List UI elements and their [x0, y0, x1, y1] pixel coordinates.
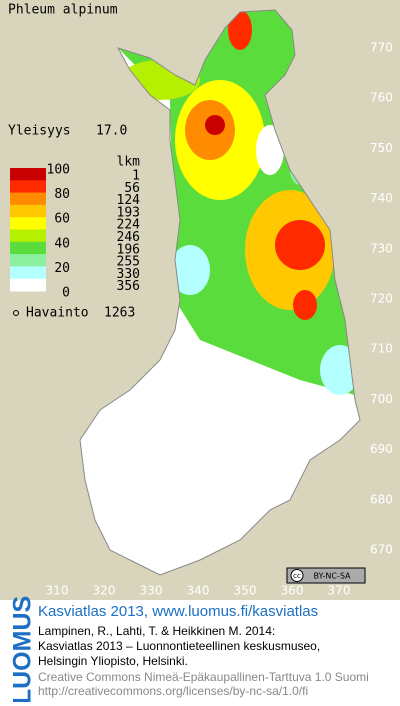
legend-swatch [10, 204, 46, 218]
legend-count: 356 [117, 279, 140, 294]
y-tick-label: 720 [370, 292, 393, 306]
citation-line: Lampinen, R., Lahti, T. & Heikkinen M. 2… [38, 624, 275, 638]
citation-line: Helsingin Yliopisto, Helsinki. [38, 654, 188, 668]
x-tick-label: 370 [328, 584, 351, 598]
legend-swatch [10, 168, 46, 181]
legend-scale-label: 80 [54, 187, 70, 202]
observation-symbol [13, 310, 19, 316]
y-tick-label: 750 [370, 141, 393, 155]
license-badge: cc BY-NC-SA [286, 567, 366, 584]
y-tick-label: 740 [370, 191, 393, 205]
legend-count: 330 [117, 267, 140, 282]
observation-count: 1263 [104, 306, 135, 321]
legend-swatch [10, 217, 46, 230]
legend-swatch [10, 229, 46, 243]
legend-count: 124 [117, 193, 141, 208]
citation-line: Kasviatlas 2013 – Luonnontieteellinen ke… [38, 639, 320, 653]
badge-icon: cc [293, 572, 301, 580]
license-line: http://creativecommons.org/licenses/by-n… [38, 684, 308, 698]
y-tick-label: 680 [370, 492, 393, 506]
y-tick-label: 690 [370, 442, 393, 456]
legend-swatch [10, 192, 46, 206]
legend-swatch [10, 254, 46, 267]
badge-text: BY-NC-SA [313, 572, 351, 581]
y-tick-label: 700 [370, 392, 393, 406]
legend-count: 56 [124, 181, 140, 196]
y-tick-label: 730 [370, 241, 393, 255]
footer: Lampinen, R., Lahti, T. & Heikkinen M. 2… [38, 624, 369, 698]
legend-count: 193 [117, 205, 140, 220]
legend-scale-label: 60 [54, 212, 70, 227]
license-line: Creative Commons Nimeä-Epäkaupallinen-Ta… [38, 670, 369, 684]
y-tick-label: 710 [370, 342, 393, 356]
observation-label: Havainto [26, 306, 89, 321]
frequency-value: 17.0 [96, 124, 127, 139]
legend-count: 224 [117, 218, 141, 233]
legend-swatch [10, 278, 46, 292]
x-tick-label: 360 [281, 584, 304, 598]
x-tick-label: 320 [93, 584, 116, 598]
legend-scale-label: 100 [47, 163, 70, 178]
logo: LUOMUS [9, 596, 37, 702]
legend-count: 255 [117, 255, 140, 270]
legend-count: 246 [117, 230, 140, 245]
legend-count: 1 [132, 169, 140, 184]
legend-scale-label: 40 [54, 236, 70, 251]
y-tick-label: 760 [370, 91, 393, 105]
axes: 310 320 330 340 350 360 370 670 680 690 700 710 720 7… [46, 41, 393, 598]
x-tick-label: 330 [140, 584, 163, 598]
footer-link[interactable]: Kasviatlas 2013, www.luomus.fi/kasviatla… [38, 603, 318, 620]
legend-swatch [10, 241, 46, 255]
x-tick-label: 340 [187, 584, 210, 598]
legend-scale-label: 0 [62, 286, 70, 301]
legend-swatch [10, 266, 46, 280]
x-tick-label: 350 [234, 584, 257, 598]
y-tick-label: 770 [370, 41, 393, 55]
frequency-label: Yleisyys [8, 124, 71, 139]
legend-scale-label: 20 [54, 261, 70, 276]
species-title: Phleum alpinum [8, 3, 118, 18]
y-tick-label: 670 [370, 543, 393, 557]
legend-swatch [10, 180, 46, 194]
legend-count: 196 [117, 242, 140, 257]
count-header: lkm [117, 155, 141, 170]
x-tick-label: 310 [46, 584, 69, 598]
